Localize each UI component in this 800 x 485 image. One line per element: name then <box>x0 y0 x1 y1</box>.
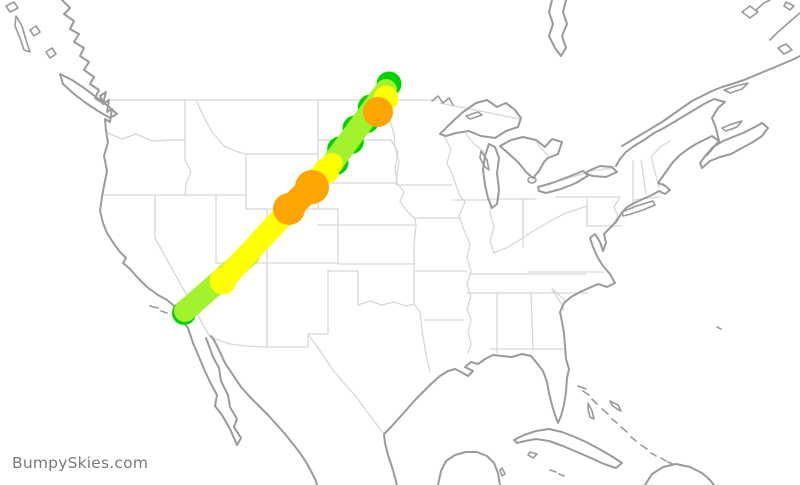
prince-edward-island <box>721 120 743 132</box>
vancouver-island <box>59 73 118 119</box>
border-nm-tx <box>307 269 329 348</box>
channel-islands <box>149 305 168 314</box>
border-ok-panhandle <box>327 270 359 306</box>
border-ne-east-missouri-river <box>396 182 417 226</box>
border-ks-east <box>413 224 417 265</box>
border-il-east <box>489 199 495 254</box>
route-segment-light_moderate <box>212 204 295 292</box>
long-island <box>621 200 656 217</box>
lake-erie <box>537 170 590 194</box>
isle-royale <box>465 111 483 120</box>
border-mississippi-river <box>458 201 472 354</box>
watermark: BumpySkies.com <box>12 454 149 472</box>
lake-ontario <box>585 165 618 178</box>
newfoundland-labrador-bits <box>741 0 800 55</box>
flight-turbulence-route <box>172 71 402 325</box>
border-ga-al <box>530 292 534 351</box>
border-tx-east <box>413 303 431 373</box>
border-ca-nv <box>154 194 211 338</box>
bermuda <box>716 326 722 330</box>
cuba <box>513 428 623 469</box>
coastlines <box>5 0 800 485</box>
haida-gwaii-island <box>14 15 31 53</box>
gaspe-south-shore <box>615 98 726 167</box>
anticosti-island <box>723 82 749 94</box>
great-lakes <box>439 99 618 209</box>
james-bay <box>548 0 568 57</box>
lake-huron <box>499 136 563 179</box>
border-nc-sc <box>551 288 567 302</box>
coastline-pacific <box>61 0 242 446</box>
route-dot-moderate <box>363 97 393 127</box>
bc-small-islands <box>5 1 57 59</box>
border-red-river <box>357 300 415 307</box>
nova-scotia <box>699 122 769 169</box>
coastline-mexico-west <box>210 335 318 485</box>
lake-superior <box>439 99 522 139</box>
state-borders <box>101 99 671 435</box>
border-us-canada-lakes <box>439 102 615 188</box>
lake-michigan <box>482 143 500 209</box>
route-dot-moderate <box>273 193 305 225</box>
border-az-mexico <box>211 337 268 348</box>
st-lawrence-north-shore <box>621 55 800 147</box>
yucatan <box>437 451 501 485</box>
border-wa-or <box>107 132 186 142</box>
border-rio-grande <box>307 333 385 435</box>
bahamas-islands <box>577 385 674 465</box>
border-sd-east <box>390 139 399 184</box>
green-bay <box>479 150 490 171</box>
border-minnesota-wisconsin <box>443 135 466 203</box>
coastline-gulf-atlantic <box>383 135 720 485</box>
border-or-id <box>184 139 192 196</box>
lake-of-the-woods <box>431 95 454 106</box>
border-pa-east <box>611 196 621 227</box>
border-id-mt <box>195 99 247 155</box>
hispaniola <box>644 463 715 485</box>
cozumel <box>499 467 506 477</box>
border-new-england <box>632 140 671 210</box>
border-ohio-river <box>493 205 588 254</box>
lake-st-clair <box>527 176 537 184</box>
isla-de-la-juventud <box>527 451 565 477</box>
route-dot-moderate <box>295 170 329 204</box>
